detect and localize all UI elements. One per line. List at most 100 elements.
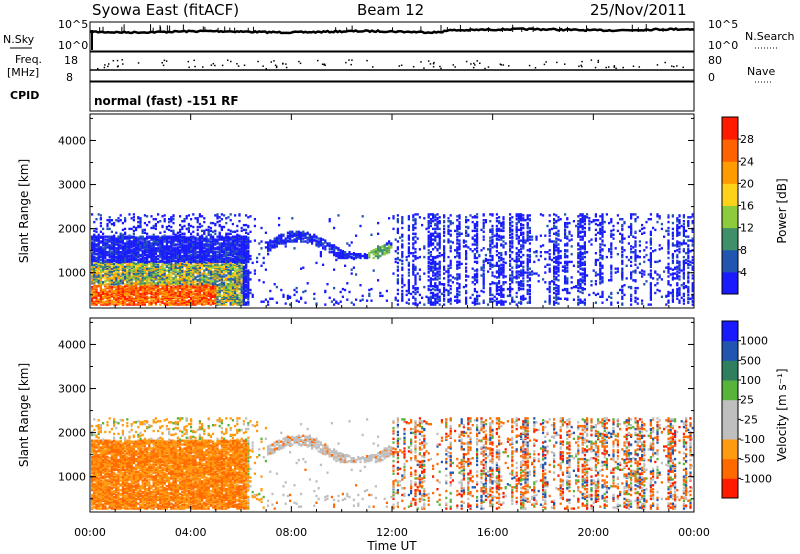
echo-cell [247,300,250,303]
echo-cell [223,225,226,229]
echo-cell [286,234,289,237]
echo-cell [443,265,446,268]
echo-cell [447,293,450,297]
echo-cell [370,233,373,236]
echo-cell [198,290,201,294]
echo-cell [300,231,303,234]
echo-cell [170,235,173,238]
echo-cell [185,244,188,247]
echo-cell [434,219,437,222]
echo-cell [214,243,217,246]
echo-cell [418,301,421,304]
echo-cell [225,294,228,298]
echo-cell [205,273,208,276]
echo-cell [150,250,153,253]
echo-cell [396,218,399,221]
echo-cell [165,303,168,306]
echo-cell [341,252,344,255]
echo-cell [352,266,355,269]
nave-dot [97,67,99,70]
echo-cell [152,291,155,295]
echo-cell [361,254,364,258]
echo-cell [141,231,144,234]
echo-cell [407,250,410,253]
echo-cell [124,227,127,231]
echo-cell [207,277,210,280]
echo-cell [154,224,157,228]
echo-cell [350,255,353,259]
echo-cell [139,266,142,269]
echo-cell [427,213,430,216]
echo-cell [429,218,432,221]
echo-cell [350,241,353,244]
echo-cell [161,263,164,266]
echo-cell [157,260,160,264]
echo-cell [238,264,241,267]
echo-cell [124,277,127,280]
echo-cell [429,298,432,301]
echo-cell [412,302,415,305]
echo-cell [432,274,435,277]
echo-cell [275,243,278,246]
echo-cell [234,295,237,298]
nave-dot [163,59,166,62]
echo-cell [198,285,201,289]
echo-cell [377,279,380,282]
echo-cell [220,253,223,257]
echo-cell [429,277,432,280]
echo-cell [97,233,100,236]
echo-cell [161,283,164,286]
echo-cell [179,263,182,266]
echo-cell [192,247,195,250]
echo-cell [293,293,296,297]
echo-cell [436,300,439,303]
echo-cell [137,272,140,275]
echo-cell [194,302,197,305]
echo-cell [143,231,146,234]
echo-cell [201,258,204,262]
echo-cell [216,278,219,281]
echo-cell [440,292,443,296]
echo-cell [275,301,278,304]
echo-cell [388,245,391,248]
echo-cell [159,255,162,259]
echo-cell [234,276,237,279]
echo-cell [253,218,256,221]
echo-cell [117,296,120,299]
echo-cell [405,301,408,304]
echo-cell [282,233,285,236]
echo-cell [407,286,410,290]
echo-cell [108,220,111,224]
echo-cell [117,265,120,268]
echo-cell [139,222,142,226]
echo-cell [396,230,399,233]
echo-cell [135,303,138,306]
echo-cell [163,267,166,270]
echo-cell [126,249,129,252]
echo-cell [115,283,118,286]
echo-cell [161,256,164,260]
echo-cell [198,274,201,277]
echo-cell [108,300,111,303]
echo-cell [328,242,331,245]
echo-cell [432,220,435,223]
echo-cell [218,267,221,270]
echo-cell [414,218,417,221]
echo-cell [247,260,250,264]
echo-cell [190,218,193,221]
echo-cell [137,236,140,239]
echo-cell [93,261,96,265]
echo-cell [212,280,215,283]
echo-cell [196,217,199,220]
echo-cell [154,240,157,243]
echo-cell [99,214,102,217]
echo-cell [137,291,140,295]
echo-cell [152,226,155,230]
echo-cell [117,280,120,283]
nave-dot [265,67,268,70]
echo-cell [416,213,419,216]
echo-cell [181,283,184,286]
echo-cell [308,233,311,236]
echo-cell [328,248,331,251]
echo-cell [91,252,94,255]
